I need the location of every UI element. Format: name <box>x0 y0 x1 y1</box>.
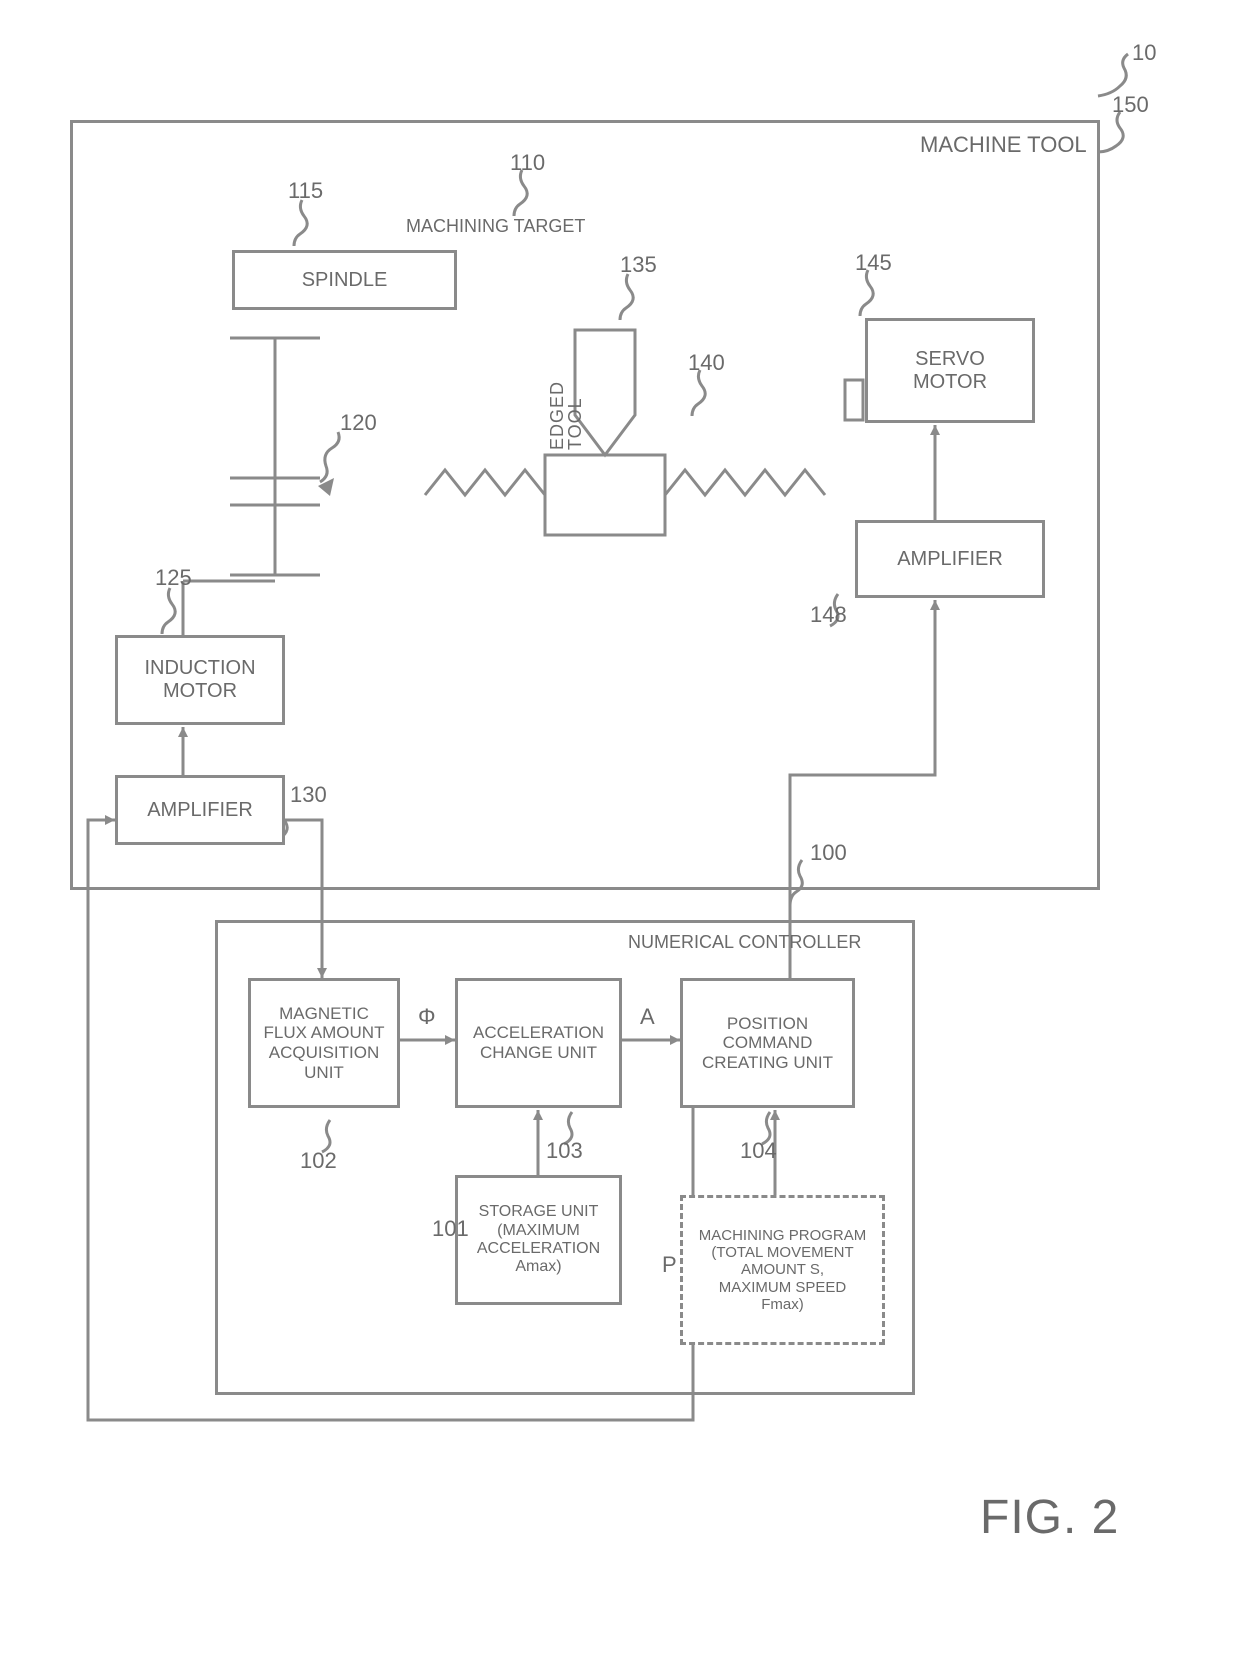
ref-induction-motor: 125 <box>155 565 192 591</box>
spindle-box: SPINDLE <box>232 250 457 310</box>
machining-target-label: MACHINING TARGET <box>406 216 585 237</box>
ref-storage: 101 <box>432 1216 469 1242</box>
ref-machine-tool: 150 <box>1112 92 1149 118</box>
ref-machining-target: 110 <box>510 150 545 176</box>
ref-mag-flux: 102 <box>300 1148 337 1174</box>
induction-motor-box: INDUCTION MOTOR <box>115 635 285 725</box>
figure-title: FIG. 2 <box>980 1490 1119 1545</box>
induction-motor-label: INDUCTION MOTOR <box>144 657 255 703</box>
accel-change-box: ACCELERATION CHANGE UNIT <box>455 978 622 1108</box>
pos-cmd-label: POSITION COMMAND CREATING UNIT <box>702 1014 833 1073</box>
ref-amplifier-right: 148 <box>810 602 847 628</box>
mag-flux-label: MAGNETIC FLUX AMOUNT ACQUISITION UNIT <box>264 1004 385 1082</box>
servo-motor-box: SERVO MOTOR <box>865 318 1035 423</box>
mag-flux-box: MAGNETIC FLUX AMOUNT ACQUISITION UNIT <box>248 978 400 1108</box>
amplifier-right-box: AMPLIFIER <box>855 520 1045 598</box>
ref-system: 10 <box>1132 40 1156 66</box>
spindle-label: SPINDLE <box>302 269 388 292</box>
pos-cmd-box: POSITION COMMAND CREATING UNIT <box>680 978 855 1108</box>
ref-numerical-controller: 100 <box>810 840 847 866</box>
storage-box: STORAGE UNIT (MAXIMUM ACCELERATION Amax) <box>455 1175 622 1305</box>
storage-label: STORAGE UNIT (MAXIMUM ACCELERATION Amax) <box>477 1203 600 1277</box>
ref-accel-change: 103 <box>546 1138 583 1164</box>
amplifier-left-box: AMPLIFIER <box>115 775 285 845</box>
machining-program-label: MACHINING PROGRAM (TOTAL MOVEMENT AMOUNT… <box>699 1227 867 1313</box>
servo-motor-label: SERVO MOTOR <box>913 348 987 394</box>
ref-servo-motor: 145 <box>855 250 892 276</box>
ref-edged-tool: 135 <box>620 252 657 278</box>
edged-tool-label: EDGED TOOL <box>548 335 584 450</box>
amplifier-left-label: AMPLIFIER <box>147 799 253 822</box>
ref-pos-cmd: 104 <box>740 1138 777 1164</box>
ref-screw: 140 <box>688 350 725 376</box>
signal-phi: Φ <box>418 1004 436 1030</box>
ref-program: P <box>662 1252 677 1278</box>
diagram-canvas: 10 <box>0 0 1240 1658</box>
signal-a: A <box>640 1004 655 1030</box>
machine-tool-title: MACHINE TOOL <box>920 132 1087 158</box>
ref-gears: 120 <box>340 410 377 436</box>
machining-program-box: MACHINING PROGRAM (TOTAL MOVEMENT AMOUNT… <box>680 1195 885 1345</box>
ref-spindle: 115 <box>288 178 323 204</box>
amplifier-right-label: AMPLIFIER <box>897 548 1003 571</box>
numerical-controller-title: NUMERICAL CONTROLLER <box>628 932 861 953</box>
accel-change-label: ACCELERATION CHANGE UNIT <box>473 1023 604 1062</box>
ref-amplifier-left: 130 <box>290 782 327 808</box>
